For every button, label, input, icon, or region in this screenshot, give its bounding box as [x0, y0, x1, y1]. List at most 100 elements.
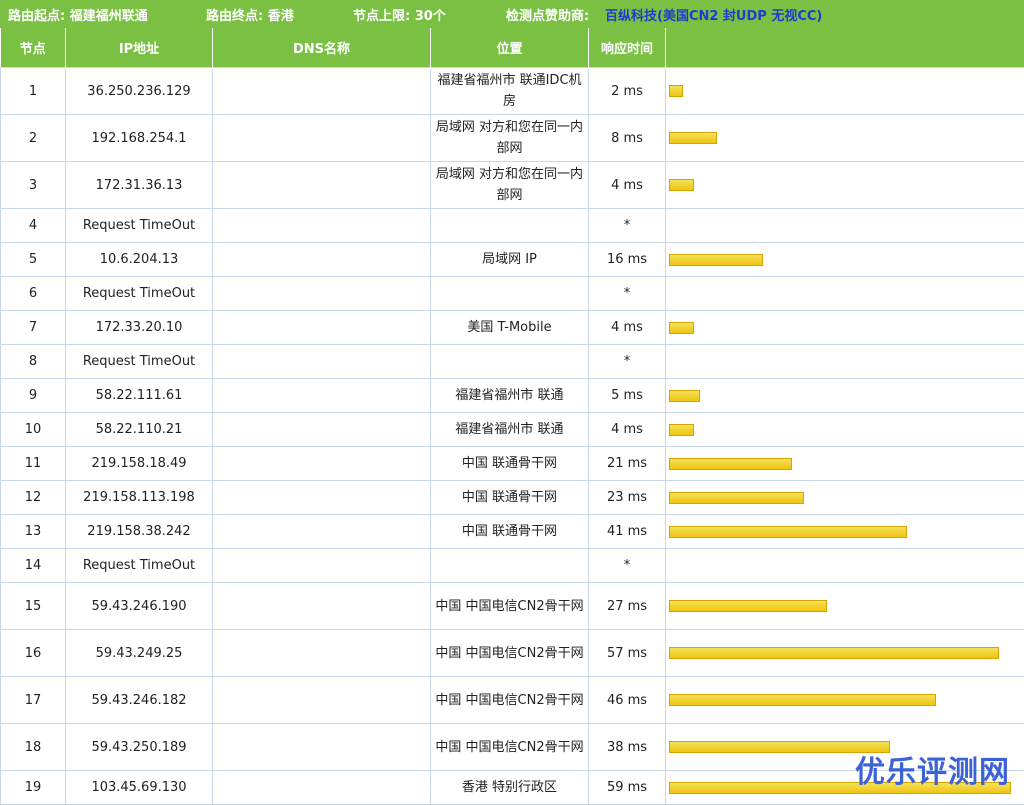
latency-bar-cell: [666, 115, 1024, 162]
ip-cell: 36.250.236.129: [66, 68, 213, 115]
table-header-row: 节点 IP地址 DNS名称 位置 响应时间: [1, 28, 1024, 68]
response-time-cell: 46 ms: [589, 677, 666, 724]
response-time-cell: 23 ms: [589, 481, 666, 515]
latency-bar-cell: [666, 630, 1024, 677]
location-cell: 局域网 IP: [431, 243, 589, 277]
response-time-cell: 21 ms: [589, 447, 666, 481]
ip-cell: 192.168.254.1: [66, 115, 213, 162]
dns-cell: [213, 162, 431, 209]
latency-bar: [669, 85, 683, 97]
latency-bar-cell: [666, 677, 1024, 724]
hop-cell: 16: [1, 630, 66, 677]
dns-cell: [213, 115, 431, 162]
dns-cell: [213, 447, 431, 481]
location-cell: 福建省福州市 联通IDC机房: [431, 68, 589, 115]
response-time-cell: 57 ms: [589, 630, 666, 677]
latency-bar-cell: [666, 447, 1024, 481]
latency-bar: [669, 492, 804, 504]
latency-bar: [669, 390, 700, 402]
location-cell: 香港 特别行政区: [431, 771, 589, 805]
column-header-hop: 节点: [1, 28, 66, 68]
latency-bar-cell: [666, 243, 1024, 277]
hop-cell: 11: [1, 447, 66, 481]
response-time-cell: 4 ms: [589, 162, 666, 209]
dns-cell: [213, 677, 431, 724]
hop-cell: 7: [1, 311, 66, 345]
dns-cell: [213, 413, 431, 447]
latency-bar-cell: [666, 413, 1024, 447]
hop-cell: 1: [1, 68, 66, 115]
latency-bar: [669, 132, 717, 144]
location-cell: [431, 345, 589, 379]
sponsor-label: 检测点赞助商:: [506, 5, 589, 24]
dns-cell: [213, 243, 431, 277]
latency-bar-cell: [666, 277, 1024, 311]
response-time-cell: 59 ms: [589, 771, 666, 805]
hop-cell: 14: [1, 549, 66, 583]
latency-bar-cell: [666, 481, 1024, 515]
hop-cell: 5: [1, 243, 66, 277]
hop-cell: 8: [1, 345, 66, 379]
latency-bar-cell: [666, 345, 1024, 379]
dns-cell: [213, 771, 431, 805]
ip-cell: 59.43.246.190: [66, 583, 213, 630]
ip-cell: 219.158.18.49: [66, 447, 213, 481]
location-cell: 中国 联通骨干网: [431, 515, 589, 549]
location-cell: 福建省福州市 联通: [431, 379, 589, 413]
location-cell: 局域网 对方和您在同一内部网: [431, 162, 589, 209]
route-info-bar: 路由起点: 福建福州联通 路由终点: 香港 节点上限: 30个 检测点赞助商: …: [0, 0, 1024, 28]
latency-bar: [669, 694, 936, 706]
sponsor-link[interactable]: 百纵科技(美国CN2 封UDP 无视CC): [605, 5, 822, 24]
ip-cell: Request TimeOut: [66, 277, 213, 311]
location-cell: [431, 549, 589, 583]
location-cell: 中国 联通骨干网: [431, 447, 589, 481]
ip-cell: 172.31.36.13: [66, 162, 213, 209]
dns-cell: [213, 209, 431, 243]
column-header-ip: IP地址: [66, 28, 213, 68]
dns-cell: [213, 515, 431, 549]
latency-bar-cell: [666, 68, 1024, 115]
hop-cell: 2: [1, 115, 66, 162]
ip-cell: 103.45.69.130: [66, 771, 213, 805]
route-destination-label: 路由终点: 香港: [206, 5, 294, 24]
ip-cell: 172.33.20.10: [66, 311, 213, 345]
response-time-cell: 4 ms: [589, 311, 666, 345]
dns-cell: [213, 630, 431, 677]
hop-cell: 6: [1, 277, 66, 311]
location-cell: 中国 中国电信CN2骨干网: [431, 724, 589, 771]
location-cell: 中国 中国电信CN2骨干网: [431, 583, 589, 630]
response-time-cell: 16 ms: [589, 243, 666, 277]
dns-cell: [213, 379, 431, 413]
location-cell: [431, 277, 589, 311]
hop-cell: 12: [1, 481, 66, 515]
ip-cell: 59.43.249.25: [66, 630, 213, 677]
latency-bar: [669, 179, 694, 191]
dns-cell: [213, 481, 431, 515]
watermark-logo: 优乐评测网: [855, 747, 1010, 791]
hop-cell: 15: [1, 583, 66, 630]
column-header-location: 位置: [431, 28, 589, 68]
latency-bar-cell: [666, 515, 1024, 549]
hop-cell: 10: [1, 413, 66, 447]
latency-bar-cell: [666, 379, 1024, 413]
dns-cell: [213, 311, 431, 345]
location-cell: 局域网 对方和您在同一内部网: [431, 115, 589, 162]
latency-bar-cell: [666, 162, 1024, 209]
latency-bar: [669, 526, 907, 538]
latency-bar: [669, 600, 827, 612]
latency-bar-cell: [666, 583, 1024, 630]
latency-bar: [669, 458, 792, 470]
hop-cell: 18: [1, 724, 66, 771]
ip-cell: 10.6.204.13: [66, 243, 213, 277]
latency-bar-cell: [666, 549, 1024, 583]
dns-cell: [213, 583, 431, 630]
